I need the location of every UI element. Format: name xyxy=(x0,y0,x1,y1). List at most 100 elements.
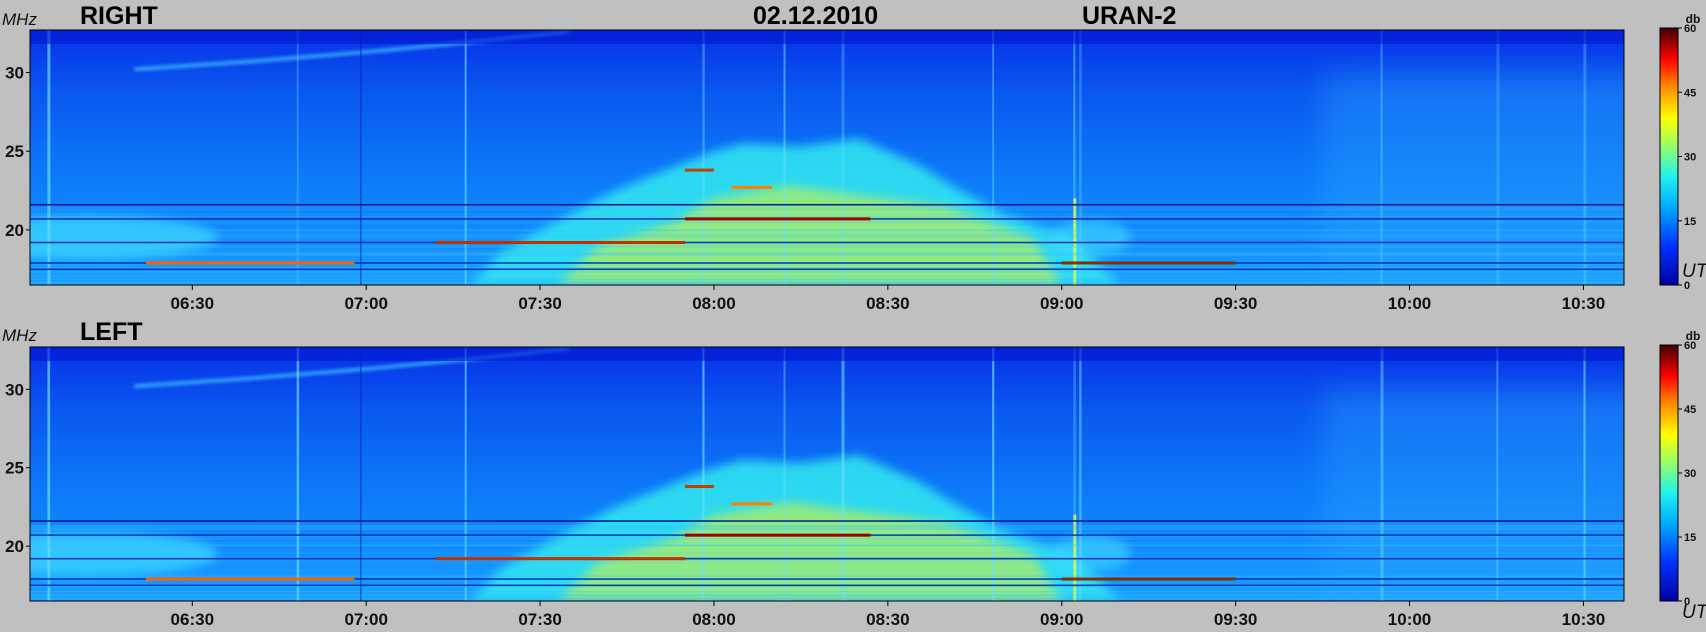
texture-stripe xyxy=(30,585,1624,587)
x-tick-label: 08:00 xyxy=(692,294,735,313)
texture-stripe xyxy=(30,526,1624,528)
x-tick-label: 09:00 xyxy=(1040,294,1083,313)
x-tick-label: 08:00 xyxy=(692,610,735,629)
y-tick-label: 25 xyxy=(5,142,24,161)
hot-segment xyxy=(684,485,714,489)
colorbar-tick-label: 15 xyxy=(1684,216,1696,228)
interference-streak xyxy=(1380,30,1383,285)
texture-stripe xyxy=(30,282,1624,284)
interference-streak xyxy=(1073,347,1076,601)
interference-streak xyxy=(783,347,786,601)
hot-segment xyxy=(731,185,772,189)
late-emission-region xyxy=(1322,389,1624,601)
x-tick-label: 06:30 xyxy=(171,610,214,629)
x-tick-label: 07:30 xyxy=(518,610,561,629)
y-tick-label: 30 xyxy=(5,64,24,83)
x-tick-label: 10:30 xyxy=(1562,294,1605,313)
plot-frame xyxy=(29,346,1625,602)
hot-segment xyxy=(435,241,685,244)
x-tick-label: 09:00 xyxy=(1040,610,1083,629)
texture-stripe xyxy=(30,251,1624,253)
early-emission xyxy=(30,531,218,576)
hot-segment xyxy=(684,217,871,221)
texture-stripe xyxy=(30,542,1624,544)
x-tick-label: 07:30 xyxy=(518,294,561,313)
texture-stripe xyxy=(30,544,1624,546)
interference-streak xyxy=(1583,347,1586,601)
texture-stripe xyxy=(30,267,1624,269)
x-tick-label: 08:30 xyxy=(866,294,909,313)
texture-stripe xyxy=(30,233,1624,235)
texture-stripe xyxy=(30,266,1624,268)
panel-label-left: LEFT xyxy=(80,318,143,346)
texture-stripe xyxy=(30,527,1624,529)
texture-stripe xyxy=(30,525,1624,527)
texture-stripe xyxy=(30,281,1624,283)
y-tick-label: 30 xyxy=(5,380,24,399)
texture-stripe xyxy=(30,230,1624,232)
x-tick-label: 09:30 xyxy=(1214,294,1257,313)
hot-segment xyxy=(731,502,772,506)
interference-streak xyxy=(1583,30,1587,285)
texture-stripe xyxy=(30,270,1624,272)
interference-streak xyxy=(1079,30,1082,285)
texture-stripe xyxy=(30,560,1624,562)
interference-streak xyxy=(992,347,995,601)
x-tick-label: 07:00 xyxy=(344,294,387,313)
texture-stripe xyxy=(30,275,1624,277)
secondary-burst xyxy=(1050,535,1131,572)
texture-stripe xyxy=(30,586,1624,588)
interference-streak xyxy=(702,347,705,601)
hot-segment xyxy=(145,577,355,581)
colorbar xyxy=(1659,27,1679,286)
narrowband-line xyxy=(30,520,1624,522)
texture-stripe xyxy=(30,245,1624,247)
narrowband-line xyxy=(30,203,1624,206)
colorbar-tick-label: 0 xyxy=(1684,596,1690,608)
hot-segment xyxy=(684,533,871,537)
interference-streak xyxy=(1073,30,1076,285)
plot-area xyxy=(30,347,1624,601)
texture-stripe xyxy=(30,242,1624,244)
hot-segment xyxy=(1061,577,1236,581)
texture-stripe xyxy=(30,279,1624,281)
y-tick-label: 20 xyxy=(5,221,24,240)
early-emission xyxy=(30,215,218,260)
spectrogram-panel-right: 20 25 30 06:30 07:00 07:30 08:00 08:30 09:00 09:3… xyxy=(5,12,1701,313)
top-band xyxy=(30,347,1624,361)
burst-core xyxy=(557,185,1062,285)
colorbar-unit: db xyxy=(1686,12,1701,26)
colorbar-tick-label: 60 xyxy=(1684,23,1696,35)
texture-stripe xyxy=(30,283,1624,285)
spectrogram-panel-left: 20 25 30 06:30 07:00 07:30 08:00 08:30 09:00 09:3… xyxy=(5,329,1701,629)
x-tick-label: 08:30 xyxy=(866,610,909,629)
plot-area xyxy=(30,30,1624,285)
instrument-name: URAN-2 xyxy=(1082,2,1177,30)
interference-streak xyxy=(1496,30,1500,285)
texture-stripe xyxy=(30,272,1624,274)
hot-segment xyxy=(145,261,355,265)
texture-stripe xyxy=(30,253,1624,255)
y-tick-label: 20 xyxy=(5,537,24,556)
texture-stripe xyxy=(30,575,1624,577)
texture-stripe xyxy=(30,575,1624,577)
texture-stripe xyxy=(30,528,1624,530)
observation-date: 02.12.2010 xyxy=(753,2,879,30)
texture-stripe xyxy=(30,562,1624,564)
y-unit-label-left: MHz xyxy=(2,326,37,345)
texture-stripe xyxy=(30,537,1624,539)
time-marker-line xyxy=(360,347,362,601)
colorbar-unit: db xyxy=(1686,329,1701,343)
narrowband-line xyxy=(30,262,1624,264)
texture-stripe xyxy=(30,595,1624,597)
hot-segment xyxy=(684,168,714,172)
interference-streak xyxy=(296,347,300,601)
texture-stripe xyxy=(30,569,1624,571)
texture-stripe xyxy=(30,556,1624,558)
texture-stripe xyxy=(30,229,1624,231)
narrowband-line xyxy=(30,584,1624,587)
late-emission-region xyxy=(1322,72,1624,285)
texture-stripe xyxy=(30,278,1624,280)
interference-streak xyxy=(464,347,467,601)
